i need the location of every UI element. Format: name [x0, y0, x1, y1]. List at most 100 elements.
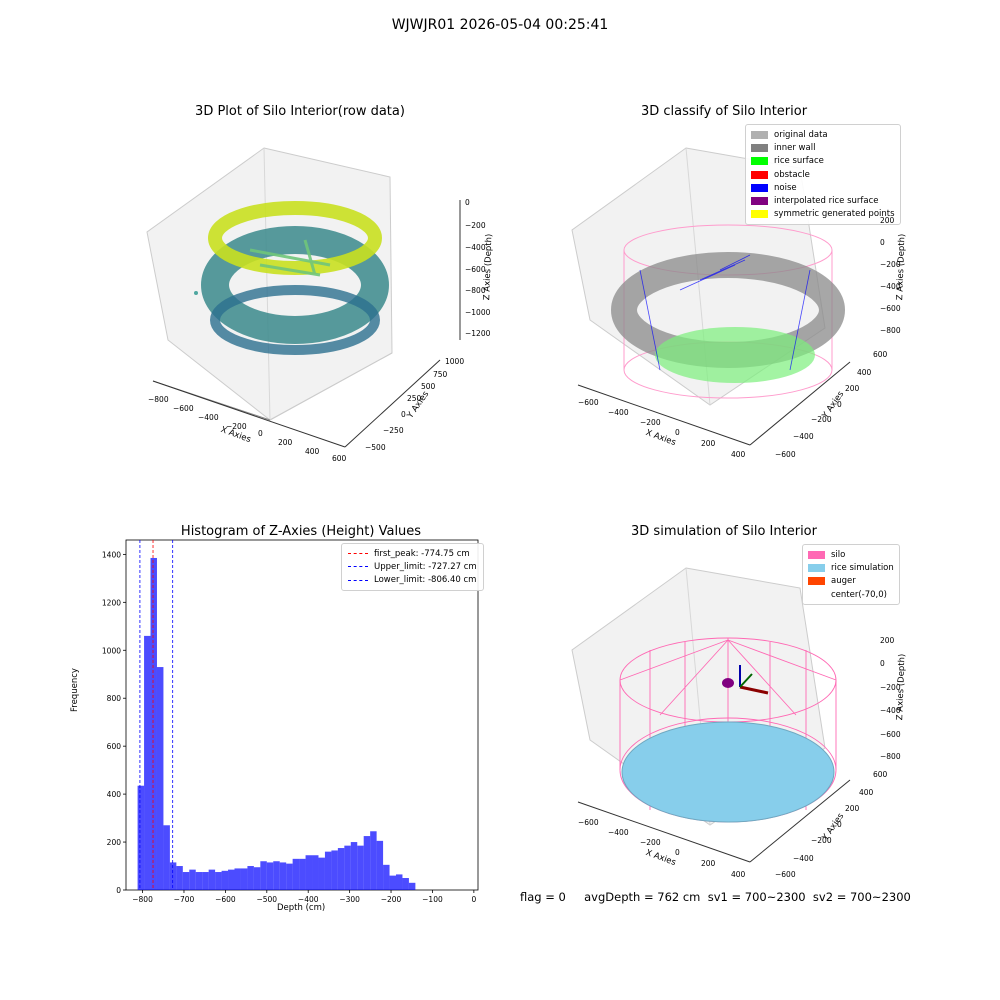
- tick: −500: [365, 443, 386, 452]
- tick: −250: [383, 426, 404, 435]
- legend-item: first_peak: -774.75 cm: [348, 547, 477, 560]
- legend-label: original data: [774, 129, 828, 140]
- histogram-bar: [396, 874, 403, 890]
- raw-axis-ticks: −800 −600 −400 −200 0 200 400 600: [148, 395, 508, 463]
- tick: 0: [880, 659, 885, 668]
- legend-label: Lower_limit: -806.40 cm: [374, 575, 477, 586]
- histogram-bar: [144, 635, 151, 890]
- x-tick-label: −300: [339, 895, 360, 904]
- histogram-x-ticks: −800 −700 −600 −500 −400 −300 −200 −100 0: [132, 890, 476, 904]
- histogram-bar: [363, 836, 371, 890]
- y-tick-label: 800: [107, 694, 122, 703]
- simulation-y-ticks: −600 −400 −200 0 200 400 600: [775, 770, 887, 880]
- histogram-x-label: Depth (cm): [277, 903, 326, 913]
- histogram-bar: [312, 855, 319, 890]
- histogram-bar: [273, 861, 280, 890]
- legend-swatch: [808, 550, 825, 559]
- tick: −200: [640, 838, 661, 847]
- legend-item: original data: [751, 128, 895, 141]
- histogram-bar: [234, 868, 241, 890]
- legend-label: rice simulation: [831, 562, 894, 573]
- histogram-bar: [383, 864, 390, 890]
- tick: 200: [701, 439, 716, 448]
- legend-swatch: [751, 210, 768, 219]
- tick: −600: [880, 304, 901, 313]
- histogram-title: Histogram of Z-Axies (Height) Values: [180, 524, 422, 539]
- classify-plot-title: 3D classify of Silo Interior: [640, 104, 808, 119]
- legend-label: symmetric generated points: [774, 209, 895, 220]
- histogram-bar: [331, 850, 338, 890]
- legend-swatch: [808, 591, 825, 599]
- histogram-y-ticks: 0 200 400 600 800 1000 1200 1400: [102, 550, 126, 895]
- y-tick-label: 200: [107, 838, 122, 847]
- tick: 200: [845, 384, 860, 393]
- auger-marker: [722, 665, 769, 695]
- histogram-bar: [350, 842, 358, 890]
- tick: −200: [811, 836, 832, 845]
- tick: 0: [258, 429, 263, 438]
- histogram-bar: [169, 862, 177, 890]
- legend-swatch: [751, 170, 768, 179]
- histogram-bar: [402, 878, 409, 890]
- histogram-bar: [266, 862, 274, 890]
- tick: 600: [873, 350, 888, 359]
- tick: 0: [880, 238, 885, 247]
- tick: 200: [701, 859, 716, 868]
- tick: 200: [278, 438, 293, 447]
- raw-cylinder-bottom: [210, 285, 380, 355]
- tick: −200: [640, 418, 661, 427]
- histogram-bar: [299, 858, 306, 890]
- legend-label: Upper_limit: -727.27 cm: [374, 561, 477, 572]
- legend-item: Lower_limit: -806.40 cm: [348, 574, 477, 587]
- tick: −400: [793, 854, 814, 863]
- legend-line: [348, 566, 368, 568]
- tick: 200: [845, 804, 860, 813]
- histogram-legend: first_peak: -774.75 cm Upper_limit: -727…: [341, 543, 484, 591]
- x-tick-label: −500: [256, 895, 277, 904]
- tick: −400: [608, 828, 629, 837]
- tick: −600: [775, 870, 796, 879]
- tick: −1200: [465, 329, 491, 338]
- tick: 400: [731, 870, 746, 879]
- tick: −600: [578, 818, 599, 827]
- simulation-z-ticks: 200 0 −200 −400 −600 −800: [880, 636, 910, 761]
- x-tick-label: 0: [471, 895, 476, 904]
- histogram-y-label: Frequency: [70, 668, 80, 712]
- histogram-bar: [137, 785, 145, 890]
- tick: −800: [880, 326, 901, 335]
- legend-label: noise: [774, 182, 797, 193]
- x-tick-label: −600: [215, 895, 236, 904]
- tick: −600: [465, 265, 486, 274]
- histogram-bar: [150, 557, 157, 890]
- histogram-bar: [260, 861, 267, 890]
- tick: −200: [880, 683, 901, 692]
- histogram-bar: [389, 875, 397, 890]
- raw-outlier-point: [194, 291, 198, 295]
- legend-label: first_peak: -774.75 cm: [374, 548, 470, 559]
- legend-item: symmetric generated points: [751, 208, 895, 221]
- histogram-bar: [408, 882, 416, 890]
- tick: 400: [305, 447, 320, 456]
- tick: −800: [465, 286, 486, 295]
- tick: −200: [465, 221, 486, 230]
- legend-item: obstacle: [751, 168, 895, 181]
- histogram-bar: [221, 870, 229, 890]
- y-tick-label: 400: [107, 790, 122, 799]
- tick: 0: [675, 848, 680, 857]
- legend-label: rice surface: [774, 156, 824, 167]
- legend-item: Upper_limit: -727.27 cm: [348, 560, 477, 573]
- legend-line: [348, 553, 368, 555]
- histogram-bar: [279, 862, 287, 890]
- legend-swatch: [751, 157, 768, 166]
- histogram-bar: [376, 840, 384, 890]
- histogram-bar: [176, 866, 183, 890]
- legend-swatch: [751, 183, 768, 192]
- tick: 0: [675, 428, 680, 437]
- histogram-frame: [125, 539, 479, 891]
- tick: −800: [148, 395, 169, 404]
- legend-label: obstacle: [774, 169, 810, 180]
- tick: −400: [793, 432, 814, 441]
- tick: 200: [880, 216, 895, 225]
- tick: −200: [226, 422, 247, 431]
- tick: −200: [880, 260, 901, 269]
